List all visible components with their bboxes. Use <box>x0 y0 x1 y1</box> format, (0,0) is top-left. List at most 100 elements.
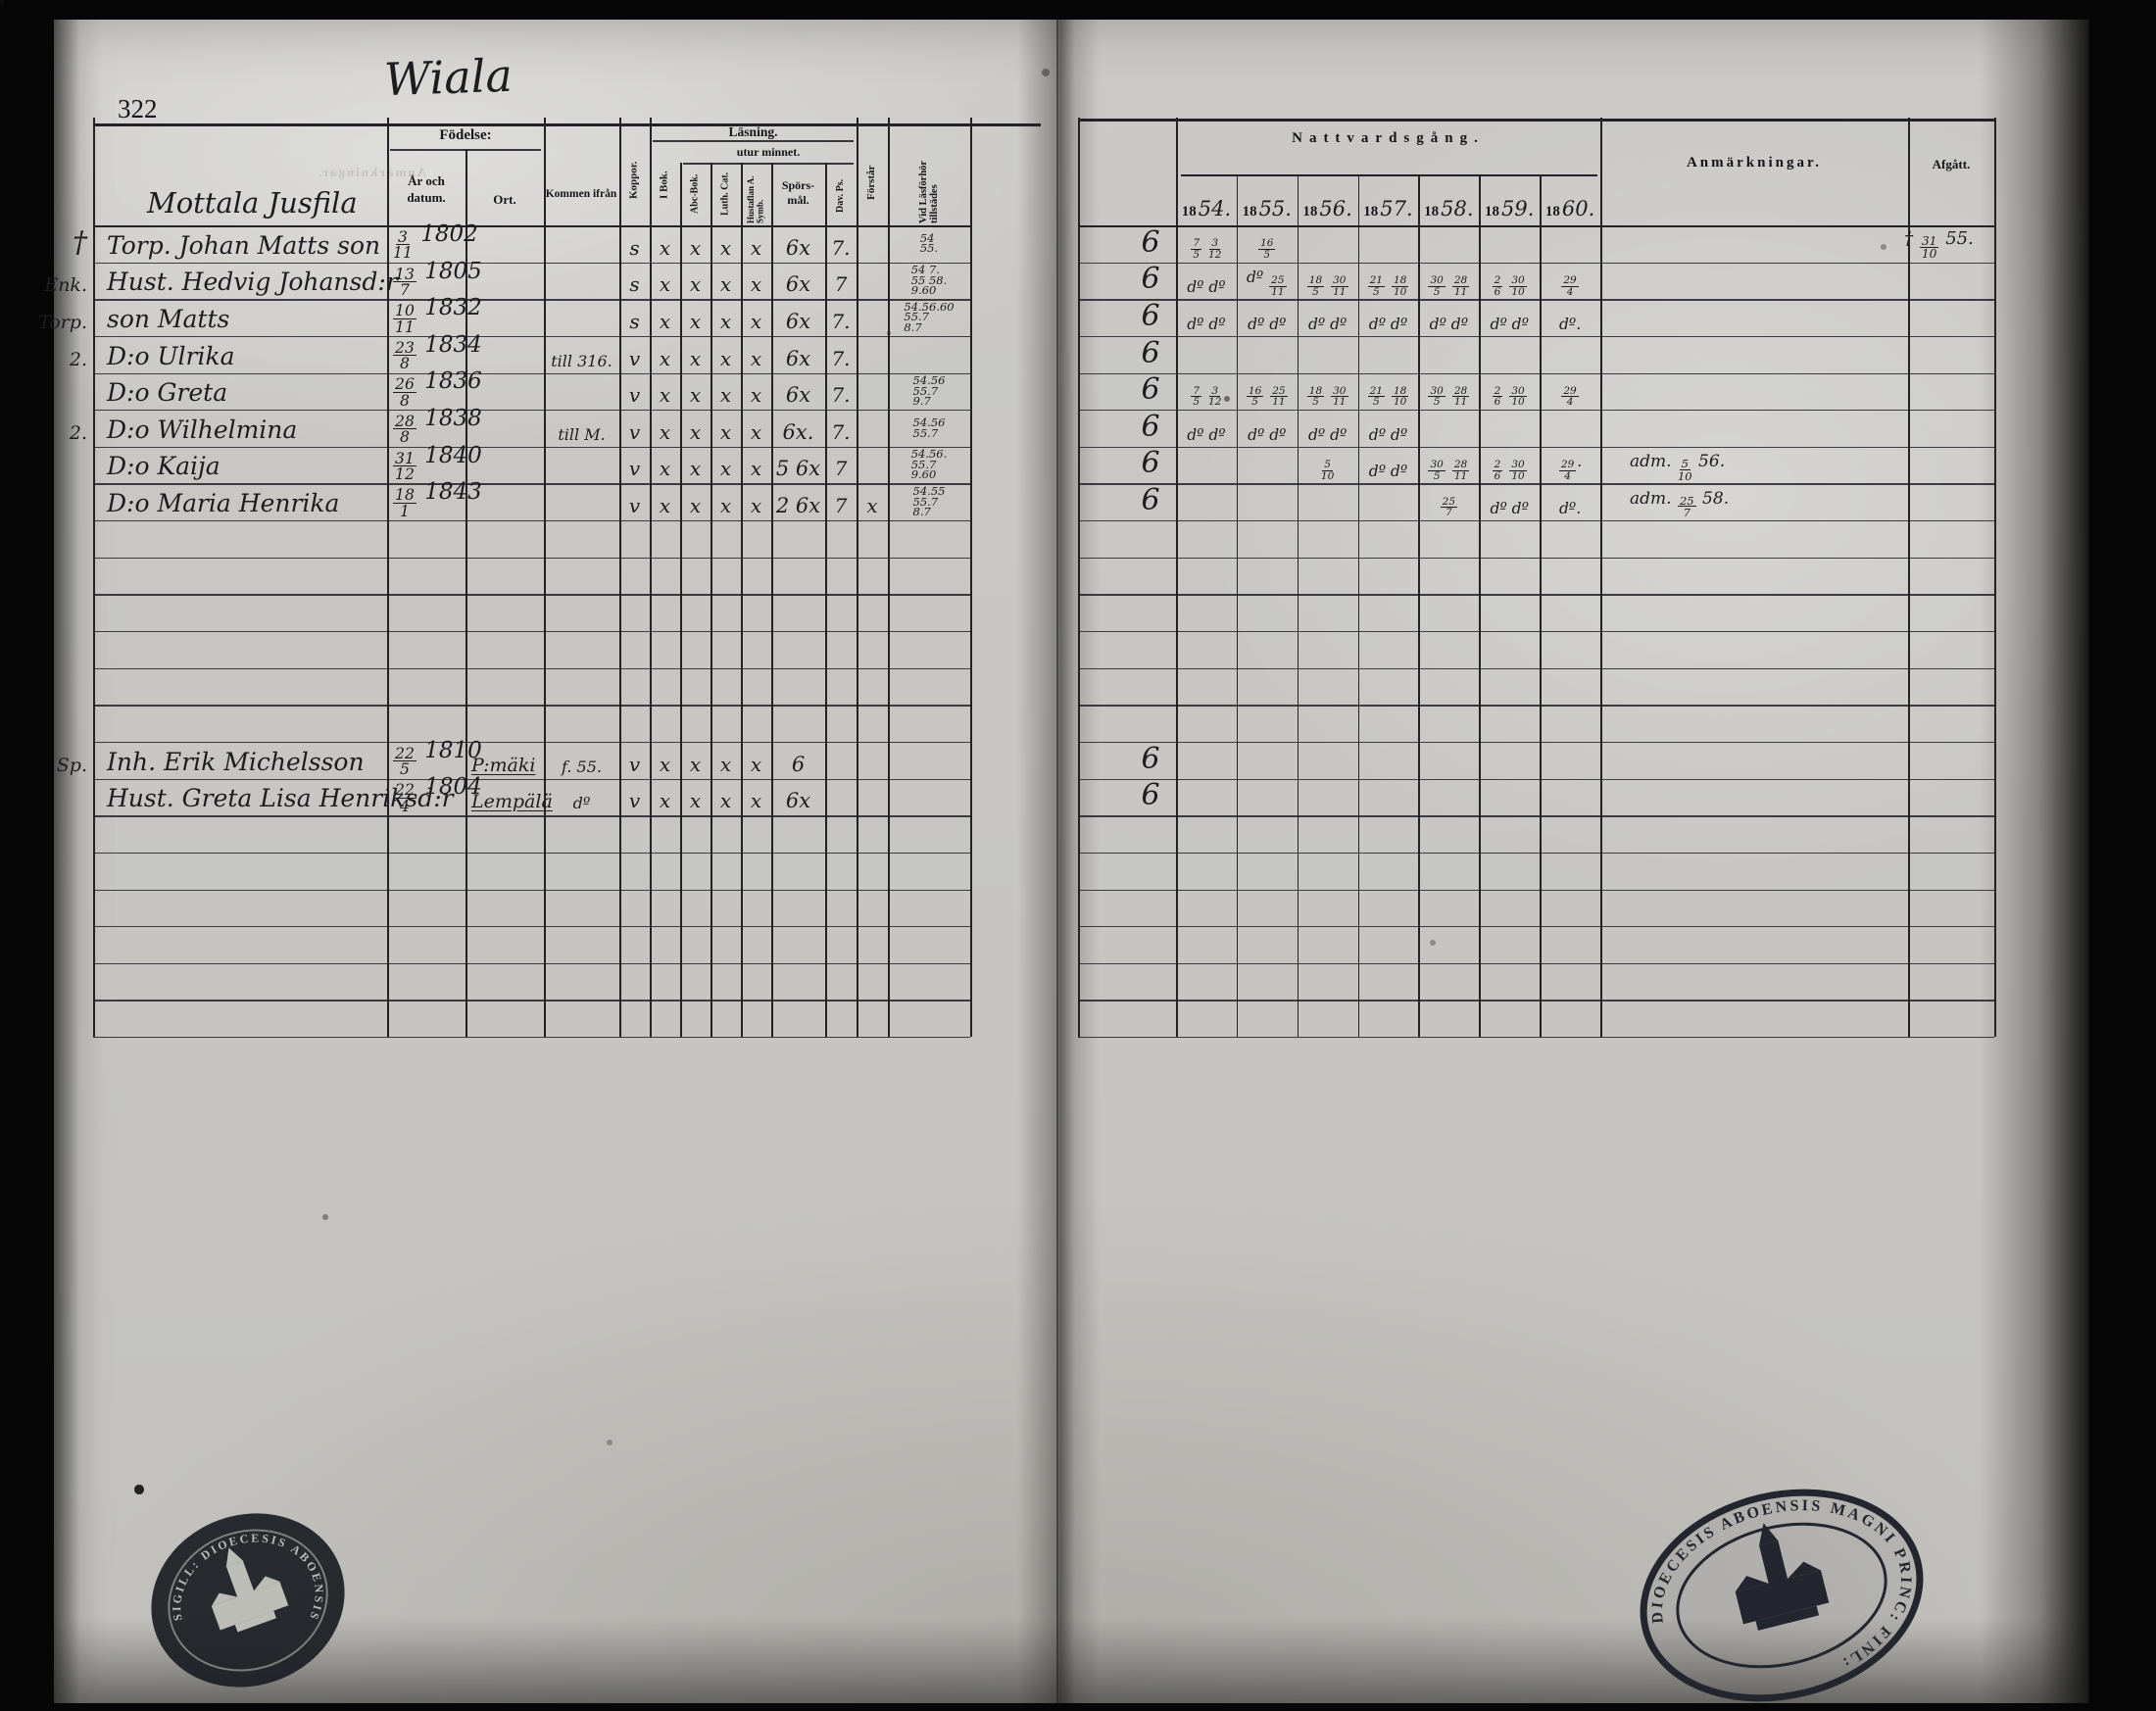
church-building-glyph <box>211 1547 289 1633</box>
reading-mark-cell: x <box>750 494 762 518</box>
reading-mark-cell: x <box>719 419 732 444</box>
reading-mark-cell: 7 <box>834 272 848 297</box>
reading-mark-cell: x <box>719 383 732 408</box>
reading-mark-cell: x <box>750 383 762 408</box>
remark-cell: adm. 25 7 58. <box>1630 488 1730 520</box>
grid-line <box>93 123 1041 126</box>
reading-mark-cell: 6x <box>785 235 811 260</box>
grid-line <box>93 262 970 264</box>
margin-note: 2. <box>69 421 87 444</box>
communion-cell: dº dº <box>1307 315 1348 333</box>
col-label-ort: Ort. <box>493 192 516 207</box>
grid-line <box>1078 335 1994 338</box>
communion-cell: dº 25 11 <box>1246 268 1287 298</box>
reading-mark-cell: x <box>750 346 762 370</box>
birth-date-cell: 26 8 1836 <box>393 368 482 410</box>
communion-cell: 18 5 30 11 <box>1298 373 1358 411</box>
reading-mark-cell: x <box>719 752 732 776</box>
communion-count-mark: 6 <box>1141 741 1160 776</box>
grid-line <box>93 594 970 596</box>
grid-line <box>93 1037 970 1039</box>
reading-mark-cell: 7 <box>834 457 848 481</box>
exam-years-cell: 54 55. <box>919 230 939 256</box>
arrived-from-cell: till M. <box>558 424 606 444</box>
smallpox-mark: v <box>628 383 641 408</box>
communion-cell: 21 5 18 10 <box>1358 263 1419 300</box>
communion-cell: dº dº <box>1429 315 1469 333</box>
col-label-anmarkningar: Anmärkningar. <box>1686 155 1823 171</box>
grid-line <box>619 118 621 1038</box>
name-cell: D:o Maria Henrika <box>107 489 340 518</box>
church-building-glyph <box>1735 1523 1830 1631</box>
reading-mark-cell: 6x <box>785 789 811 813</box>
date-fraction: 21 5 <box>1367 273 1386 298</box>
date-fraction: 25 7 <box>1440 495 1458 519</box>
grid-line <box>1236 174 1239 1038</box>
margin-note: Enk. <box>44 274 87 297</box>
birth-date-cell: 22 5 1810 <box>393 737 482 779</box>
grid-line <box>1078 778 1994 780</box>
birth-place-cell: Lempälä <box>471 791 553 813</box>
grid-line <box>1078 118 1080 1038</box>
reading-mark-cell: x <box>750 752 762 776</box>
grid-line <box>93 446 970 449</box>
grid-line <box>93 1000 970 1002</box>
reading-mark-cell: x <box>719 235 732 260</box>
grid-line <box>93 741 970 744</box>
date-fraction: 3 12 <box>1208 384 1222 409</box>
reading-mark-cell: x <box>689 309 702 333</box>
grid-line <box>93 705 970 707</box>
grid-line <box>93 778 970 780</box>
col-label-forstar: Förstår <box>865 165 878 201</box>
grid-line <box>1600 118 1602 1038</box>
communion-cell: dº dº <box>1307 425 1348 444</box>
communion-cell: 29 4. <box>1558 453 1583 482</box>
reading-mark-cell: x <box>719 309 732 333</box>
reading-mark-cell: 7. <box>831 235 851 260</box>
communion-cell: dº dº <box>1248 315 1287 333</box>
communion-cell: 18 5 30 11 <box>1298 263 1358 300</box>
exam-years-cell: 54 7. 55 58. 9.60 <box>910 263 948 298</box>
grid-line <box>93 520 970 522</box>
grid-line <box>93 483 970 485</box>
birth-date-cell: 18 1 1843 <box>393 479 482 520</box>
communion-cell: 16 5 25 11 <box>1237 373 1298 411</box>
reading-mark-cell: 7. <box>831 309 851 333</box>
grid-line <box>93 410 970 412</box>
date-fraction: 26 8 <box>393 374 416 410</box>
date-fraction: 25 11 <box>1269 273 1287 298</box>
exam-years-cell: 54.56. 55.7 9.60 <box>910 447 948 482</box>
grid-line <box>1078 815 1994 817</box>
date-fraction: 18 1 <box>393 485 416 520</box>
reading-mark-cell: x <box>689 235 702 260</box>
reading-mark-cell: 7. <box>831 383 851 408</box>
date-fraction: 3 12 <box>1208 237 1222 261</box>
grid-line <box>1078 926 1994 928</box>
col-label-i-bok: I Bok. <box>658 171 670 200</box>
communion-cell: dº dº <box>1368 425 1408 444</box>
reading-mark-cell: x <box>659 383 671 408</box>
smallpox-mark: v <box>628 457 641 481</box>
communion-count-mark: 6 <box>1141 778 1160 813</box>
grid-line <box>466 149 467 1038</box>
reading-mark-cell: x <box>750 272 762 297</box>
grid-line <box>1479 174 1481 1038</box>
reading-mark-cell: x <box>719 272 732 297</box>
reading-mark-cell: x <box>689 457 702 481</box>
col-label-ar-och-datum: År och datum. <box>407 173 446 205</box>
grid-line <box>1078 741 1994 744</box>
date-fraction: 18 10 <box>1391 384 1409 409</box>
church-seal-right: DIOECESIS ABOENSIS MAGNI PRINC: FINL: <box>1628 1471 1934 1711</box>
reading-mark-cell: x <box>689 383 702 408</box>
grid-line <box>970 118 972 1038</box>
header-lasning-group: Läsning. <box>728 124 778 139</box>
grid-line <box>650 118 652 1038</box>
page-number: 322 <box>118 94 158 123</box>
name-cell: Hust. Greta Lisa Henriksd:r <box>107 784 454 813</box>
grid-line <box>1078 889 1994 891</box>
date-fraction: 30 11 <box>1331 273 1348 298</box>
communion-cell: 25 7 <box>1418 483 1479 520</box>
margin-note: † <box>73 224 87 260</box>
